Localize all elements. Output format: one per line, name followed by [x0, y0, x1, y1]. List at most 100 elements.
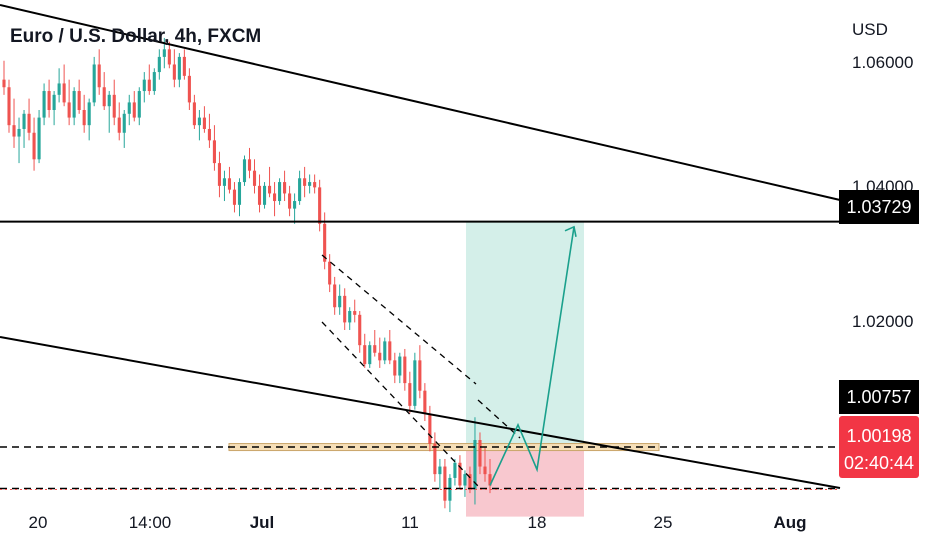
lower-trendline	[0, 336, 841, 489]
candle-body	[97, 64, 101, 88]
candle-body	[293, 201, 297, 209]
x-tick-label: 11	[401, 513, 419, 532]
candle-body	[438, 466, 442, 475]
price-tag-label: 1.00757	[846, 387, 911, 407]
candle-body	[232, 189, 237, 205]
candle-body	[177, 56, 181, 80]
candles	[2, 37, 492, 513]
candle-body	[217, 163, 221, 186]
candle-body	[127, 102, 131, 114]
candle-body	[147, 79, 151, 92]
price-tag-box	[839, 416, 919, 478]
candle-body	[388, 341, 392, 361]
candle-body	[358, 314, 362, 346]
candle-body	[22, 113, 26, 129]
candle-body	[378, 352, 382, 361]
candle-body	[207, 128, 211, 141]
candle-body	[32, 132, 36, 160]
candle-body	[2, 79, 6, 88]
candle-body	[7, 87, 11, 126]
candle-body	[112, 94, 116, 118]
candle-body	[222, 178, 227, 186]
price-tag-entry: 1.00757	[839, 380, 919, 414]
x-axis: 20 14:00 Jul 11 18 25 Aug	[29, 513, 807, 532]
candle-body	[283, 182, 287, 194]
candle-body	[413, 360, 417, 406]
candle-body	[478, 440, 482, 467]
upper-trendline	[0, 4, 841, 201]
candle-body	[117, 117, 121, 133]
candle-body	[122, 113, 126, 133]
candle-body	[227, 178, 232, 190]
projection-arrowhead	[564, 225, 577, 237]
candle-body	[433, 443, 437, 475]
candle-body	[42, 91, 46, 118]
candle-body	[323, 223, 327, 262]
candle-body	[333, 284, 337, 308]
candle-body	[328, 261, 332, 285]
candle-body	[418, 360, 422, 391]
x-tick-label: Jul	[250, 513, 275, 532]
candle-body	[348, 311, 352, 323]
candle-body	[267, 185, 272, 194]
candle-body	[393, 360, 397, 376]
chart-title: Euro / U.S. Dollar, 4h, FXCM	[10, 26, 262, 47]
candle-body	[483, 466, 487, 475]
candle-body	[52, 94, 56, 110]
candle-body	[137, 91, 141, 118]
candle-body	[262, 185, 267, 205]
projection-path	[489, 226, 575, 486]
x-tick-label: 20	[29, 513, 48, 532]
candle-body	[353, 311, 357, 315]
candle-body	[187, 75, 191, 103]
candle-body	[47, 91, 51, 110]
candle-body	[82, 110, 86, 126]
candle-body	[252, 170, 257, 186]
candle-body	[313, 182, 317, 188]
candle-body	[107, 94, 111, 107]
candle-body	[87, 102, 91, 126]
candle-body	[192, 102, 196, 126]
candle-body	[273, 193, 277, 202]
x-tick-label: 14:00	[129, 513, 172, 532]
candle-body	[152, 72, 156, 92]
channel-lower-dashed	[321, 321, 479, 487]
candle-body	[403, 356, 407, 384]
candle-body	[57, 83, 61, 95]
candle-body	[288, 193, 292, 209]
stop-zone	[466, 447, 584, 517]
candle-body	[162, 49, 166, 57]
candle-body	[373, 345, 377, 353]
candle-body	[443, 466, 447, 501]
price-tag-label: 1.03729	[846, 197, 911, 217]
channel-upper-dashed	[321, 254, 477, 385]
candle-body	[473, 440, 477, 490]
candle-body	[298, 178, 302, 202]
candle-body	[237, 182, 242, 205]
candle-body	[278, 182, 282, 202]
candle-body	[257, 185, 262, 205]
candle-body	[197, 117, 201, 126]
candle-body	[27, 113, 31, 133]
candle-body	[383, 341, 387, 361]
candle-body	[448, 477, 452, 501]
candle-body	[17, 128, 21, 137]
candle-body	[363, 345, 367, 365]
candle-body	[488, 474, 492, 486]
candle-body	[37, 117, 41, 160]
target-zone	[466, 222, 584, 448]
last-price-label: 1.00198	[846, 426, 911, 446]
candle-body	[468, 474, 472, 490]
x-tick-label: 18	[528, 513, 547, 532]
candle-body	[308, 182, 312, 186]
price-tag-box	[839, 380, 919, 414]
price-tag-box	[839, 190, 919, 224]
candle-body	[343, 295, 347, 323]
candle-body	[142, 79, 146, 92]
candle-body	[62, 83, 66, 103]
y-tick-label: 1.02000	[852, 312, 913, 331]
candle-body	[182, 56, 186, 76]
channel-extension-dashed	[477, 399, 521, 439]
candle-body	[132, 102, 136, 118]
